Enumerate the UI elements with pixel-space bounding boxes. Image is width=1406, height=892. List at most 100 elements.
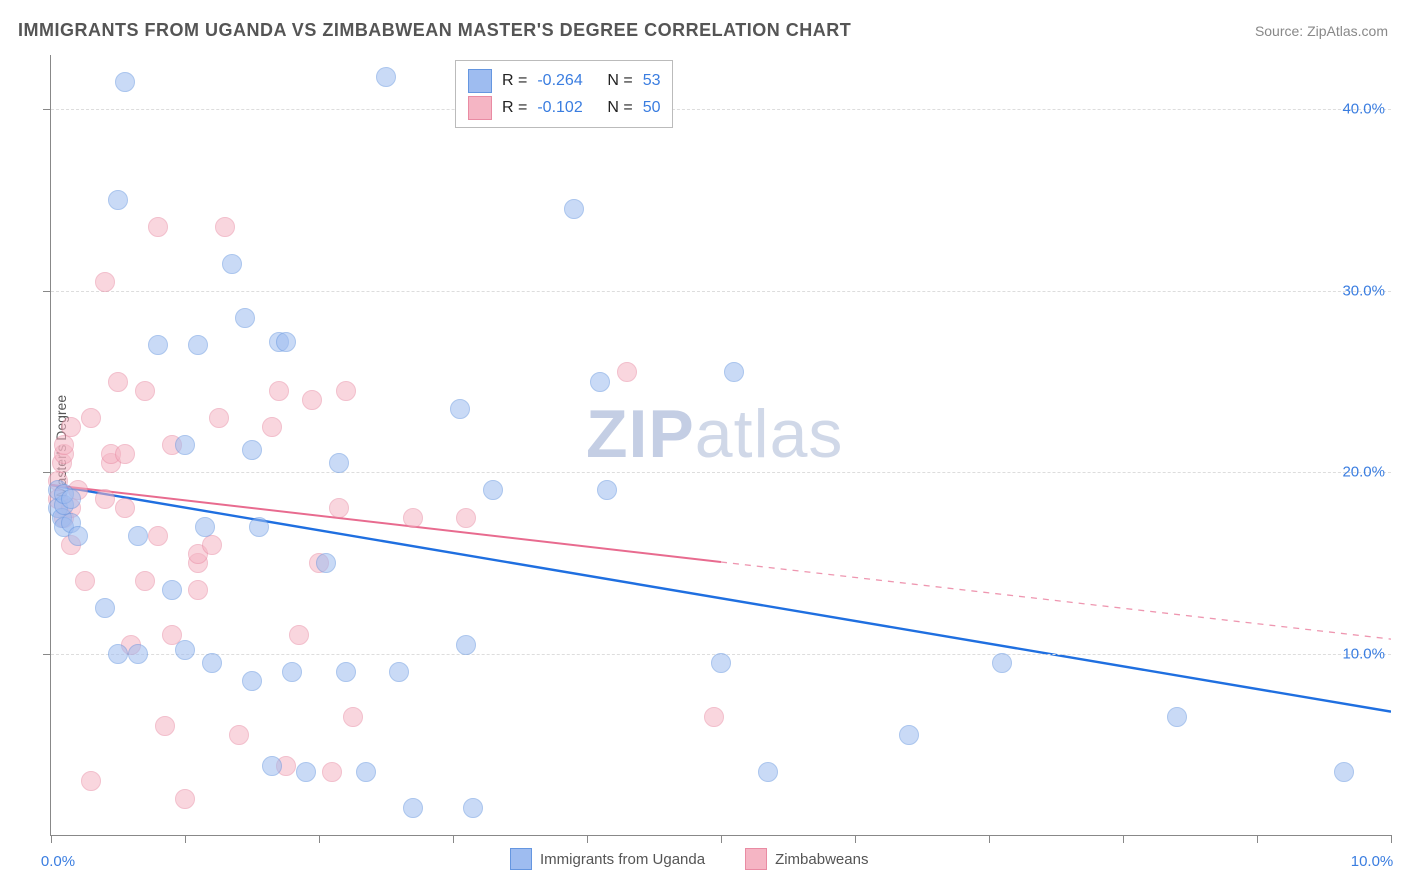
legend-swatch xyxy=(745,848,767,870)
r-value: -0.102 xyxy=(537,94,597,121)
stats-legend-row: R =-0.102N =50 xyxy=(468,94,660,121)
x-tick xyxy=(1123,835,1124,843)
y-tick xyxy=(43,654,51,655)
scatter-point xyxy=(61,417,81,437)
scatter-point xyxy=(483,480,503,500)
scatter-point xyxy=(389,662,409,682)
legend-label: Zimbabweans xyxy=(775,851,868,868)
scatter-point xyxy=(590,372,610,392)
scatter-point xyxy=(95,272,115,292)
scatter-point xyxy=(269,381,289,401)
x-tick xyxy=(319,835,320,843)
gridline xyxy=(51,291,1391,292)
legend-label: Immigrants from Uganda xyxy=(540,851,705,868)
scatter-point xyxy=(329,498,349,518)
scatter-point xyxy=(597,480,617,500)
stats-legend-row: R =-0.264N =53 xyxy=(468,67,660,94)
scatter-point xyxy=(202,653,222,673)
watermark: ZIPatlas xyxy=(586,395,843,473)
n-label: N = xyxy=(607,67,632,94)
x-tick xyxy=(1257,835,1258,843)
legend-swatch xyxy=(468,69,492,93)
chart-source: Source: ZipAtlas.com xyxy=(1255,23,1388,39)
scatter-point xyxy=(108,644,128,664)
r-value: -0.264 xyxy=(537,67,597,94)
n-label: N = xyxy=(607,94,632,121)
scatter-point xyxy=(188,580,208,600)
scatter-point xyxy=(403,508,423,528)
scatter-point xyxy=(81,771,101,791)
x-tick-label: 10.0% xyxy=(1351,853,1394,870)
x-axis-legend: Immigrants from Uganda Zimbabweans xyxy=(510,848,868,870)
x-legend-item: Immigrants from Uganda xyxy=(510,848,705,870)
scatter-point xyxy=(148,217,168,237)
y-tick-label: 10.0% xyxy=(1342,645,1385,662)
scatter-point xyxy=(188,335,208,355)
scatter-point xyxy=(54,435,74,455)
scatter-point xyxy=(322,762,342,782)
scatter-point xyxy=(195,517,215,537)
legend-swatch xyxy=(510,848,532,870)
chart-title: IMMIGRANTS FROM UGANDA VS ZIMBABWEAN MAS… xyxy=(18,20,851,41)
scatter-point xyxy=(155,716,175,736)
scatter-point xyxy=(215,217,235,237)
scatter-point xyxy=(128,526,148,546)
y-tick xyxy=(43,291,51,292)
scatter-point xyxy=(135,571,155,591)
scatter-point xyxy=(81,408,101,428)
x-tick xyxy=(721,835,722,843)
x-tick xyxy=(185,835,186,843)
scatter-point xyxy=(95,489,115,509)
scatter-point xyxy=(343,707,363,727)
y-tick-label: 40.0% xyxy=(1342,101,1385,118)
watermark-rest: atlas xyxy=(695,396,844,472)
scatter-point xyxy=(617,362,637,382)
scatter-point xyxy=(115,444,135,464)
scatter-point xyxy=(108,372,128,392)
scatter-point xyxy=(564,199,584,219)
r-label: R = xyxy=(502,94,527,121)
scatter-point xyxy=(376,67,396,87)
scatter-point xyxy=(148,526,168,546)
scatter-point xyxy=(222,254,242,274)
scatter-point xyxy=(115,72,135,92)
gridline xyxy=(51,472,1391,473)
legend-swatch xyxy=(468,96,492,120)
scatter-point xyxy=(456,508,476,528)
x-legend-item: Zimbabweans xyxy=(745,848,868,870)
gridline xyxy=(51,109,1391,110)
scatter-point xyxy=(209,408,229,428)
y-tick-label: 30.0% xyxy=(1342,282,1385,299)
trend-line xyxy=(51,485,721,562)
scatter-point xyxy=(336,662,356,682)
x-tick xyxy=(855,835,856,843)
scatter-point xyxy=(148,335,168,355)
scatter-point xyxy=(235,308,255,328)
x-tick xyxy=(51,835,52,843)
scatter-point xyxy=(95,598,115,618)
trend-line-extrapolated xyxy=(721,562,1391,639)
scatter-point xyxy=(175,435,195,455)
stats-legend: R =-0.264N =53R =-0.102N =50 xyxy=(455,60,673,128)
scatter-point xyxy=(242,440,262,460)
scatter-point xyxy=(329,453,349,473)
scatter-point xyxy=(1334,762,1354,782)
scatter-point xyxy=(724,362,744,382)
scatter-point xyxy=(128,644,148,664)
scatter-point xyxy=(302,390,322,410)
scatter-point xyxy=(75,571,95,591)
scatter-point xyxy=(316,553,336,573)
n-value: 53 xyxy=(643,67,661,94)
scatter-point xyxy=(61,489,81,509)
x-tick xyxy=(1391,835,1392,843)
scatter-point xyxy=(296,762,316,782)
scatter-point xyxy=(68,526,88,546)
y-tick-label: 20.0% xyxy=(1342,464,1385,481)
scatter-point xyxy=(135,381,155,401)
x-tick-label: 0.0% xyxy=(41,853,75,870)
y-tick xyxy=(43,109,51,110)
watermark-zip: ZIP xyxy=(586,396,695,472)
scatter-point xyxy=(1167,707,1187,727)
scatter-point xyxy=(356,762,376,782)
scatter-point xyxy=(899,725,919,745)
